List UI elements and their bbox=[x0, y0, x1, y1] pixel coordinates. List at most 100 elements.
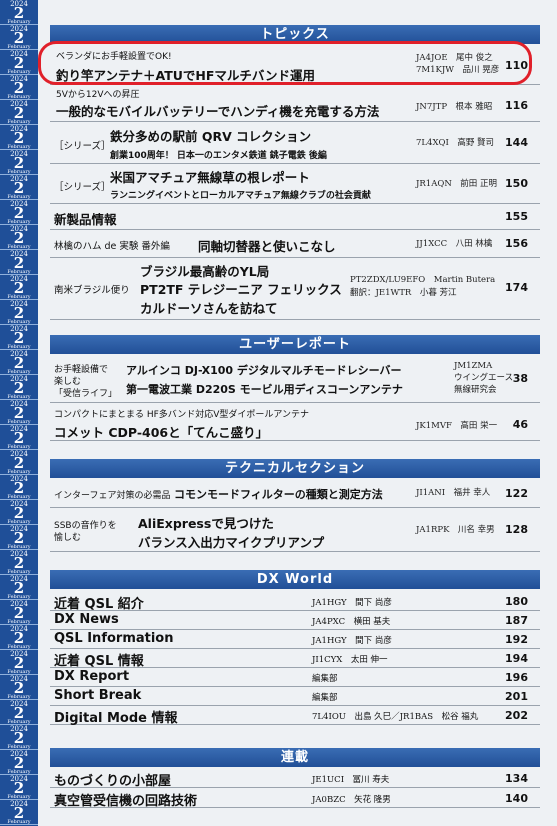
toc-row[interactable]: 近着 QSL 情報 JI1CYX 太田 伸一 194 bbox=[50, 649, 540, 669]
author-callsign: 7M1KJW 品川 晃彦 bbox=[416, 65, 500, 75]
series-label: インターフェア対策の必需品 bbox=[54, 491, 171, 501]
month-tab: 2024 2 February bbox=[0, 325, 38, 350]
author-callsign: JE1UCI 冨川 寿夫 bbox=[312, 775, 390, 785]
month-tab: 2024 2 February bbox=[0, 725, 38, 750]
page-number: 116 bbox=[505, 99, 528, 112]
toc-row[interactable]: コンパクトにまとまる HF多バンド対応V型ダイポールアンテナ コメット CDP-… bbox=[50, 403, 540, 441]
article-subtitle: ランニングイベントとローカルアマチュア無線クラブの社会貢献 bbox=[110, 191, 371, 201]
section-banner-dx-world: DX World bbox=[50, 570, 540, 589]
page-number: 38 bbox=[512, 372, 528, 385]
article-title: バランス入出力マイクプリアンプ bbox=[138, 535, 325, 550]
month-tab: 2024 2 February bbox=[0, 750, 38, 775]
toc-row[interactable]: DX Report 編集部 196 bbox=[50, 668, 540, 687]
page-number: 144 bbox=[505, 136, 528, 149]
toc-row[interactable]: インターフェア対策の必需品 コモンモードフィルターの種類と測定方法 JI1ANI… bbox=[50, 479, 540, 508]
month-tab: 2024 2 February bbox=[0, 400, 38, 425]
month-tab: 2024 2 February bbox=[0, 525, 38, 550]
article-title: QSL Information bbox=[54, 631, 174, 646]
article-title: ブラジル最高齢のYL局 bbox=[140, 264, 270, 279]
author-callsign: JA1RPK 川名 幸男 bbox=[416, 525, 495, 535]
series-label: 林檎のハム de 実験 番外編 bbox=[54, 241, 170, 252]
toc-row[interactable]: Short Break 編集部 201 bbox=[50, 687, 540, 706]
author-callsign: 無線研究会 bbox=[454, 385, 497, 395]
month-tab: 2024 2 February bbox=[0, 500, 38, 525]
page-number: 150 bbox=[505, 177, 528, 190]
month-tab: 2024 2 February bbox=[0, 250, 38, 275]
author-callsign: JJ1XCC 八田 林檎 bbox=[416, 239, 493, 249]
author-callsign: 編集部 bbox=[312, 693, 338, 703]
article-title: コモンモードフィルターの種類と測定方法 bbox=[174, 488, 383, 501]
article-title: 近着 QSL 紹介 bbox=[54, 597, 144, 612]
page-number: 201 bbox=[505, 690, 528, 703]
toc-row[interactable]: Digital Mode 情報 7L4IOU 出島 久巳／JR1BAS 松谷 福丸… bbox=[50, 706, 540, 726]
article-title: AliExpressで見つけた bbox=[138, 516, 274, 531]
page-number: 174 bbox=[505, 281, 528, 294]
page-number: 194 bbox=[505, 652, 528, 665]
author-callsign: JK1MVF 高田 栄一 bbox=[416, 421, 498, 431]
toc-row[interactable]: QSL Information JA1HGY 間下 尚彦 192 bbox=[50, 630, 540, 649]
month-tab: 2024 2 February bbox=[0, 775, 38, 800]
toc-row[interactable]: 林檎のハム de 実験 番外編 同軸切替器と使いこなし JJ1XCC 八田 林檎… bbox=[50, 230, 540, 258]
page-number: 180 bbox=[505, 595, 528, 608]
article-subtitle: コンパクトにまとまる HF多バンド対応V型ダイポールアンテナ bbox=[54, 410, 310, 420]
section-banner-user-report: ユーザーレポート bbox=[50, 335, 540, 354]
toc-row[interactable]: ものづくりの小部屋 JE1UCI 冨川 寿夫 134 bbox=[50, 769, 540, 789]
page-number: 192 bbox=[505, 633, 528, 646]
series-label: 愉しむ bbox=[54, 533, 82, 543]
month-tab: 2024 2 February bbox=[0, 450, 38, 475]
month-tab: 2024 2 February bbox=[0, 600, 38, 625]
page-number: 187 bbox=[505, 614, 528, 627]
article-subtitle: 創業100周年！ 日本一のエンタメ鉄道 銚子電鉄 後編 bbox=[110, 151, 327, 161]
month-tab: 2024 2 February bbox=[0, 425, 38, 450]
month-tab: 2024 2 February bbox=[0, 800, 38, 825]
series-label: ［シリーズ］ bbox=[54, 182, 111, 193]
toc-row[interactable]: お手軽設備で 楽しむ 「受信ライフ」 アルインコ DJ-X100 デジタルマルチ… bbox=[50, 355, 540, 403]
toc-row[interactable]: ［シリーズ］ 米国アマチュア無線草の根レポート ランニングイベントとローカルアマ… bbox=[50, 164, 540, 204]
page-number: 155 bbox=[505, 210, 528, 223]
author-callsign: JI1ANI 福井 幸人 bbox=[416, 488, 491, 498]
article-subtitle: 5Vから12Vへの昇圧 bbox=[56, 90, 140, 100]
article-title: ものづくりの小部屋 bbox=[54, 774, 172, 789]
article-title: 米国アマチュア無線草の根レポート bbox=[110, 170, 310, 185]
article-title: 同軸切替器と使いこなし bbox=[198, 239, 336, 254]
toc-row[interactable]: 近着 QSL 紹介 JA1HGY 間下 尚彦 180 bbox=[50, 592, 540, 612]
page-number: 134 bbox=[505, 772, 528, 785]
toc-row[interactable]: 新製品情報 155 bbox=[50, 204, 540, 230]
toc-row[interactable]: 真空管受信機の回路技術 JA0BZC 矢花 隆男 140 bbox=[50, 789, 540, 809]
toc-row[interactable]: SSBの音作りを 愉しむ AliExpressで見つけた バランス入出力マイクプ… bbox=[50, 508, 540, 552]
article-title: 一般的なモバイルバッテリーでハンディ機を充電する方法 bbox=[56, 104, 380, 119]
section-banner-topics: トピックス bbox=[50, 25, 540, 44]
table-of-contents: トピックス ベランダにお手軽設置でOK! 釣り竿アンテナ＋ATUでHFマルチバン… bbox=[50, 0, 540, 826]
month-tab: 2024 2 February bbox=[0, 225, 38, 250]
author-callsign: ウイングエース bbox=[454, 373, 514, 383]
page-number: 196 bbox=[505, 671, 528, 684]
month-tab: 2024 2 February bbox=[0, 175, 38, 200]
month-tab: 2024 2 February bbox=[0, 75, 38, 100]
month-tab: 2024 2 February bbox=[0, 125, 38, 150]
month-tab: 2024 2 February bbox=[0, 700, 38, 725]
article-title: カルドーソさんを訪ねて bbox=[140, 301, 278, 316]
toc-row[interactable]: DX News JA4PXC 横田 基夫 187 bbox=[50, 611, 540, 630]
article-title: コメット CDP-406と「てんこ盛り」 bbox=[54, 425, 269, 440]
toc-row[interactable]: ［シリーズ］ 鉄分多めの駅前 QRV コレクション 創業100周年！ 日本一のエ… bbox=[50, 122, 540, 164]
toc-row[interactable]: 5Vから12Vへの昇圧 一般的なモバイルバッテリーでハンディ機を充電する方法 J… bbox=[50, 86, 540, 122]
month-tab: 2024 2 February bbox=[0, 50, 38, 75]
author-callsign: JA4PXC 横田 基夫 bbox=[312, 617, 391, 627]
page-number: 46 bbox=[512, 418, 528, 431]
month-tab: 2024 2 February bbox=[0, 550, 38, 575]
author-callsign: JI1CYX 太田 伸一 bbox=[312, 655, 388, 665]
article-title: Short Break bbox=[54, 688, 142, 703]
series-label: 楽しむ bbox=[54, 377, 82, 387]
article-title: 近着 QSL 情報 bbox=[54, 654, 144, 669]
article-title: アルインコ DJ-X100 デジタルマルチモードレシーバー bbox=[126, 364, 402, 377]
author-callsign: JM1ZMA bbox=[454, 361, 493, 371]
month-tab: 2024 2 February bbox=[0, 275, 38, 300]
author-callsign: 編集部 bbox=[312, 674, 338, 684]
section-banner-technical: テクニカルセクション bbox=[50, 459, 540, 478]
article-title: 新製品情報 bbox=[54, 212, 117, 227]
author-callsign: JA1HGY 間下 尚彦 bbox=[312, 598, 392, 608]
page-number: 140 bbox=[505, 792, 528, 805]
toc-row[interactable]: 南米ブラジル便り ブラジル最高齢のYL局 PT2TF テレジーニア フェリックス… bbox=[50, 258, 540, 320]
month-tab: 2024 2 February bbox=[0, 675, 38, 700]
